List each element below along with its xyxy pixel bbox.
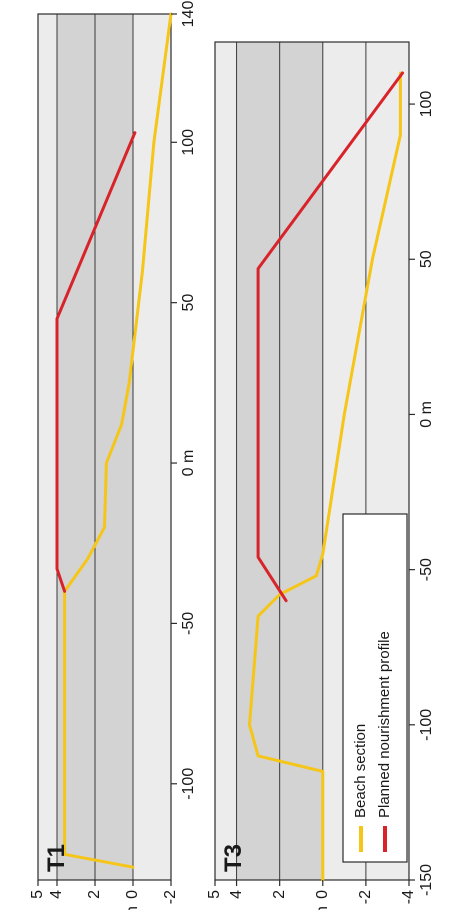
- y-axis-unit-label: m: [124, 906, 141, 910]
- x-tick-label: 50: [418, 250, 435, 268]
- y-tick-label: -2: [357, 890, 374, 904]
- background-band: [38, 14, 57, 880]
- panel-t1: -100 -50 0 m 50 100 140 -2 0 2 45 m T1: [29, 1, 197, 910]
- x-tick-label: -50: [418, 558, 435, 581]
- y-tick-label: 0: [124, 890, 141, 899]
- panel-label: T1: [43, 844, 70, 872]
- y-tick-label: -4: [400, 890, 417, 904]
- y-tick-label: 2: [86, 890, 103, 899]
- plot-frame: [37, 13, 172, 881]
- series-line-beach-section: [248, 71, 402, 882]
- panel-label: T3: [220, 844, 247, 872]
- x-tick-label: -50: [180, 612, 197, 635]
- x-tick-label: 0 m: [418, 401, 435, 428]
- y-tick-label: 0: [314, 890, 331, 899]
- x-tick-label: -100: [418, 709, 435, 741]
- background-band: [133, 14, 171, 880]
- panel-t3: -150 -100 -50 0 m 50 100 -4 -2 0 2 45 m T3 Beach sect…: [206, 41, 435, 910]
- y-tick-label: 4: [48, 890, 65, 899]
- series-line-planned-nourishment-profile: [55, 131, 137, 593]
- legend-label: Beach section: [352, 724, 369, 818]
- y-tick-label: -2: [162, 890, 179, 904]
- x-tick-label: 0 m: [180, 450, 197, 477]
- y-tick-label: 5: [29, 890, 46, 899]
- y-tick-label: 5: [206, 890, 223, 899]
- legend-box: [342, 513, 408, 863]
- x-tick-label: 140: [180, 1, 197, 28]
- y-tick-label: 2: [271, 890, 288, 899]
- x-tick-label: -100: [180, 768, 197, 800]
- background-band: [215, 42, 237, 880]
- x-tick-label: 100: [418, 91, 435, 118]
- series-line-beach-section: [63, 12, 173, 869]
- series-line-planned-nourishment-profile: [256, 71, 404, 603]
- x-tick-label: -150: [418, 864, 435, 896]
- y-tick-label: 4: [228, 890, 245, 899]
- x-tick-label: 50: [180, 294, 197, 312]
- plot-frame: [214, 41, 410, 881]
- y-axis-unit-label: m: [314, 906, 331, 910]
- x-tick-label: 100: [180, 129, 197, 156]
- legend-label: Planned nourishment profile: [376, 631, 393, 818]
